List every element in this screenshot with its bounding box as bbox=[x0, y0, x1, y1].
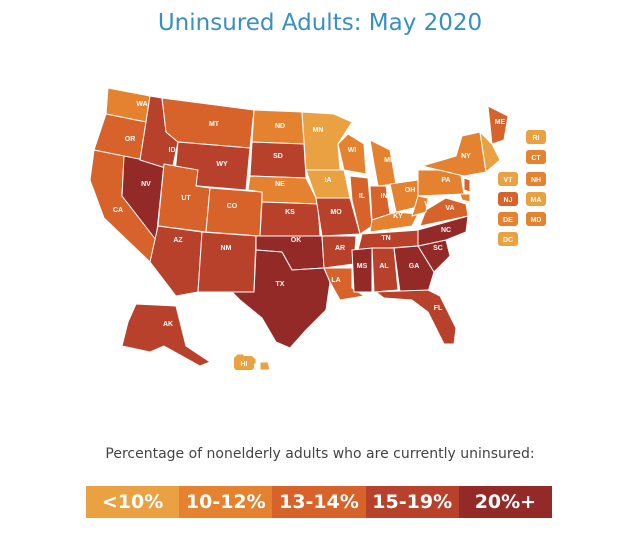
state-box-vt bbox=[498, 172, 518, 186]
state-labels: WA OR CA NV ID MT WY UT CO AZ NM ND SD NE KS OK TX MN IA MO… bbox=[113, 101, 546, 370]
state-label-wy: WY bbox=[216, 161, 228, 168]
state-label-tn: TN bbox=[381, 235, 390, 242]
state-label-ar: AR bbox=[335, 245, 345, 252]
state-label-mn: MN bbox=[313, 127, 324, 134]
state-label-co: CO bbox=[227, 203, 238, 210]
state-shape-ks bbox=[259, 201, 321, 237]
state-label-mo: MO bbox=[330, 209, 342, 216]
state-label-ak: AK bbox=[163, 321, 173, 328]
state-label-il: IL bbox=[359, 193, 366, 200]
state-label-nv: NV bbox=[141, 181, 151, 188]
state-box-ri bbox=[526, 130, 546, 144]
state-label-md: MD bbox=[531, 217, 542, 224]
state-label-va: VA bbox=[445, 205, 454, 212]
state-label-mi: MI bbox=[384, 157, 392, 164]
state-label-ri: RI bbox=[533, 135, 540, 142]
state-label-me: ME bbox=[495, 119, 506, 126]
state-label-ks: KS bbox=[285, 209, 295, 216]
state-box-ma bbox=[526, 192, 546, 206]
state-label-ok: OK bbox=[291, 237, 302, 244]
state-shape-wi bbox=[337, 133, 367, 175]
state-label-wi: WI bbox=[348, 147, 357, 154]
state-label-wv: WV bbox=[424, 201, 436, 208]
state-label-vt: VT bbox=[504, 177, 514, 184]
state-label-ia: IA bbox=[325, 177, 332, 184]
state-label-ne: NE bbox=[275, 181, 285, 188]
state-shape-tx bbox=[231, 249, 331, 349]
state-box-de bbox=[498, 212, 518, 226]
state-label-hi: HI bbox=[241, 361, 248, 368]
state-shape-il bbox=[349, 175, 373, 235]
state-label-ct: CT bbox=[531, 155, 541, 162]
state-shape-wv bbox=[411, 195, 429, 217]
state-label-nj: NJ bbox=[504, 197, 513, 204]
state-shape-ak bbox=[121, 303, 211, 367]
state-label-sd: SD bbox=[273, 153, 283, 160]
state-label-ky: KY bbox=[393, 213, 403, 220]
state-box-nj bbox=[498, 192, 518, 206]
state-shape-nc bbox=[417, 215, 469, 247]
state-label-nc: NC bbox=[441, 227, 451, 234]
legend-item: 10-12% bbox=[179, 486, 273, 518]
map-title: Uninsured Adults: May 2020 bbox=[157, 10, 483, 36]
state-label-ny: NY bbox=[461, 153, 471, 160]
state-label-nd: ND bbox=[275, 123, 285, 130]
state-label-tx: TX bbox=[276, 281, 285, 288]
state-label-de: DE bbox=[503, 217, 513, 224]
state-box-nh bbox=[526, 172, 546, 186]
state-label-la: LA bbox=[331, 277, 340, 284]
state-label-ga: GA bbox=[409, 263, 420, 270]
state-label-fl: FL bbox=[434, 305, 443, 312]
state-label-oh: OH bbox=[405, 187, 416, 194]
state-shape-md bbox=[459, 193, 471, 203]
state-shape-al bbox=[371, 247, 399, 293]
state-shape-ne2 bbox=[479, 131, 501, 173]
state-box-hi bbox=[234, 356, 254, 370]
state-shape-sd bbox=[249, 141, 307, 179]
state-label-az: AZ bbox=[173, 237, 183, 244]
state-label-id: ID bbox=[169, 147, 176, 154]
state-shape-ga bbox=[393, 245, 435, 293]
state-shape-nm bbox=[197, 231, 257, 293]
state-label-wa: WA bbox=[136, 101, 147, 108]
legend-caption: Percentage of nonelderly adults who are … bbox=[105, 446, 535, 462]
state-shape-fl bbox=[375, 289, 457, 345]
state-box-dc bbox=[498, 232, 518, 246]
legend: <10% 10-12% 13-14% 15-19% 20%+ bbox=[86, 486, 553, 518]
state-label-ca: CA bbox=[113, 207, 123, 214]
state-label-ms: MS bbox=[357, 263, 368, 270]
state-label-sc: SC bbox=[433, 245, 443, 252]
us-choropleth-map: WA OR CA NV ID MT WY UT CO AZ NM ND SD NE KS OK TX MN IA MO… bbox=[89, 87, 546, 371]
state-shape-mi bbox=[369, 139, 397, 187]
state-label-dc: DC bbox=[503, 237, 513, 244]
state-shape-co bbox=[205, 187, 263, 237]
state-label-in: IN bbox=[381, 193, 388, 200]
state-label-pa: PA bbox=[441, 177, 450, 184]
state-label-ut: UT bbox=[181, 195, 191, 202]
state-shapes bbox=[89, 87, 509, 371]
legend-item: 13-14% bbox=[272, 486, 366, 518]
state-box-md bbox=[526, 212, 546, 226]
state-shape-az bbox=[149, 225, 203, 297]
state-shape-nj2 bbox=[463, 177, 471, 193]
state-label-nm: NM bbox=[221, 245, 232, 252]
state-label-al: AL bbox=[379, 263, 389, 270]
state-label-mt: MT bbox=[209, 121, 220, 128]
legend-item: <10% bbox=[86, 486, 180, 518]
state-label-ma: MA bbox=[531, 197, 542, 204]
state-shape-ky bbox=[369, 211, 419, 233]
legend-item: 20%+ bbox=[458, 486, 553, 518]
state-shape-me bbox=[487, 105, 509, 145]
state-box-ct bbox=[526, 150, 546, 164]
legend-item: 15-19% bbox=[365, 486, 459, 518]
state-shape-ar bbox=[321, 235, 357, 269]
state-shape-ms bbox=[351, 247, 373, 293]
state-label-nh: NH bbox=[531, 177, 541, 184]
state-label-or: OR bbox=[125, 136, 136, 143]
state-shape-ny bbox=[421, 131, 487, 177]
